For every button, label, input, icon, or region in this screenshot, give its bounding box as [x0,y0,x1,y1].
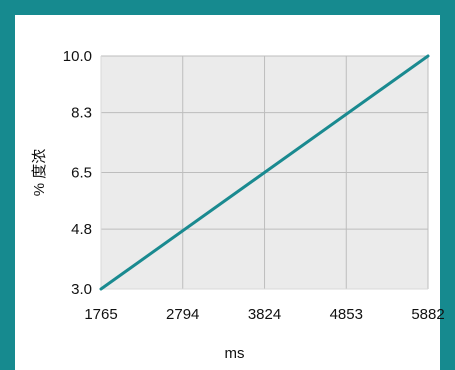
y-tick-label: 6.5 [71,165,92,182]
x-tick-label: 4853 [330,306,363,323]
x-tick-label: 3824 [248,306,281,323]
x-tick-label: 2794 [166,306,199,323]
x-tick-label: 1765 [84,306,117,323]
x-axis-title: ms [225,345,245,362]
y-tick-label: 3.0 [71,281,92,298]
x-tick-label: 5882 [411,306,444,323]
y-tick-label: 4.8 [71,221,92,238]
y-tick-label: 10.0 [63,48,92,65]
x-tick-labels: 1765 2794 3824 4853 5882 [84,306,444,323]
series-line [99,54,430,291]
series-layer [99,54,430,291]
axes [100,56,428,290]
y-axis-title: % 度浓 [31,149,48,197]
y-tick-label: 8.3 [71,105,92,122]
y-tick-labels: 3.0 4.8 6.5 8.3 10.0 [63,48,92,298]
